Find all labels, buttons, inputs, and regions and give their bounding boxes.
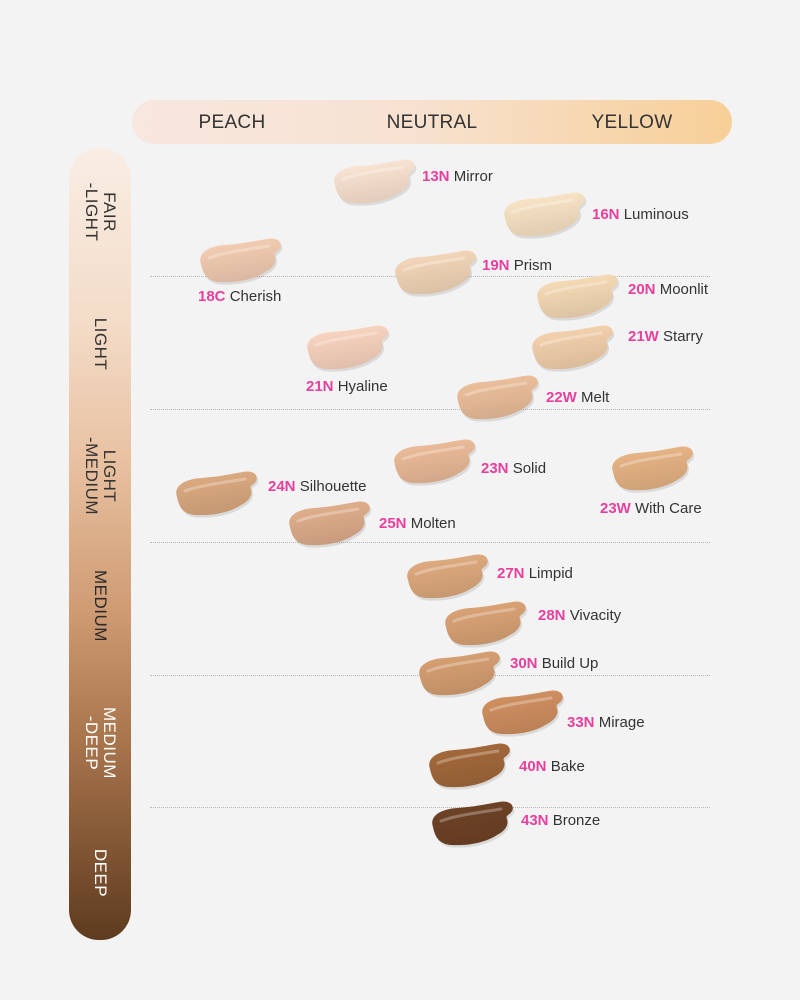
shade-label: 18C Cherish [198, 288, 281, 305]
shade-16n: 16N Luminous [0, 0, 689, 239]
swatch-13n [334, 159, 417, 206]
depth-divider [150, 409, 710, 410]
shade-label: 19N Prism [482, 257, 552, 274]
shade-label: 13N Mirror [422, 168, 493, 185]
shade-label: 23W With Care [600, 500, 702, 517]
shade-28n: 28N Vivacity [0, 0, 621, 648]
shade-code: 23W [600, 500, 631, 517]
shade-label: 21N Hyaline [306, 378, 388, 395]
shade-label: 43N Bronze [521, 812, 600, 829]
depth-divider [150, 807, 710, 808]
shade-code: 24N [268, 478, 296, 495]
shade-label: 22W Melt [546, 389, 609, 406]
shade-label: 24N Silhouette [268, 478, 366, 495]
shade-name: Build Up [541, 655, 599, 672]
shade-25n: 25N Molten [0, 0, 456, 548]
swatch-18c [200, 238, 283, 285]
shade-name: Hyaline [337, 378, 388, 395]
shade-name: Bake [550, 758, 585, 775]
shade-name: Mirage [598, 714, 645, 731]
shade-code: 30N [510, 655, 538, 672]
shade-code: 27N [497, 565, 525, 582]
shade-name: Melt [581, 389, 610, 406]
shade-label: 28N Vivacity [538, 607, 621, 624]
shade-code: 16N [592, 206, 620, 223]
shade-code: 40N [519, 758, 547, 775]
shade-code: 28N [538, 607, 566, 624]
shade-code: 18C [198, 288, 226, 305]
shade-code: 43N [521, 812, 549, 829]
shade-40n: 40N Bake [0, 0, 585, 790]
swatch-20n [537, 274, 620, 321]
shade-code: 25N [379, 515, 407, 532]
shade-code: 33N [567, 714, 595, 731]
shade-23n: 23N Solid [0, 0, 546, 486]
shade-name: Mirror [453, 168, 493, 185]
swatch-22w [457, 375, 540, 422]
swatch-19n [395, 250, 478, 297]
shade-name: Vivacity [569, 607, 622, 624]
shade-27n: 27N Limpid [0, 0, 573, 601]
shade-23w: 23W With Care [0, 0, 702, 517]
swatch-23w [612, 446, 695, 493]
swatch-28n [445, 601, 528, 648]
shade-code: 20N [628, 281, 656, 298]
shade-code: 13N [422, 168, 450, 185]
shade-name: Moonlit [659, 281, 709, 298]
swatch-23n [394, 439, 477, 486]
shade-43n: 43N Bronze [0, 0, 600, 848]
swatch-21n [307, 325, 390, 372]
swatch-30n [419, 651, 502, 698]
shade-label: 20N Moonlit [628, 281, 708, 298]
shade-21w: 21W Starry [0, 0, 703, 372]
swatch-33n [482, 690, 565, 737]
shade-name: Starry [663, 328, 704, 345]
shade-code: 21N [306, 378, 334, 395]
shade-name: Limpid [528, 565, 573, 582]
shade-name: Silhouette [299, 478, 367, 495]
shade-20n: 20N Moonlit [0, 0, 708, 321]
shade-label: 16N Luminous [592, 206, 689, 223]
shade-code: 22W [546, 389, 577, 406]
undertone-label-peach: PEACH [198, 112, 266, 133]
swatch-25n [289, 501, 372, 548]
shade-24n: 24N Silhouette [0, 0, 366, 518]
shade-label: 25N Molten [379, 515, 456, 532]
shade-code: 23N [481, 460, 509, 477]
shade-label: 23N Solid [481, 460, 546, 477]
depth-label-deep: DEEP [91, 848, 110, 898]
undertone-scale-bar: PEACH NEUTRAL YELLOW [132, 100, 732, 144]
shade-label: 33N Mirage [567, 714, 645, 731]
shade-22w: 22W Melt [0, 0, 609, 422]
shade-21n: 21N Hyaline [0, 0, 390, 395]
shade-name: Prism [513, 257, 553, 274]
shade-label: 30N Build Up [510, 655, 598, 672]
shade-label: 40N Bake [519, 758, 585, 775]
shade-code: 19N [482, 257, 510, 274]
undertone-label-yellow: YELLOW [591, 112, 673, 133]
undertone-label-neutral: NEUTRAL [386, 112, 478, 133]
shade-code: 21W [628, 328, 659, 345]
shade-18c: 18C Cherish [0, 0, 283, 305]
depth-scale-bar: FAIR -LIGHT LIGHT LIGHT -MEDIUM MEDIUM M… [69, 148, 131, 940]
shade-label: 21W Starry [628, 328, 703, 345]
shade-name: Molten [410, 515, 456, 532]
swatch-27n [407, 554, 490, 601]
shade-33n: 33N Mirage [0, 0, 645, 737]
shade-name: With Care [635, 500, 702, 517]
shade-label: 27N Limpid [497, 565, 573, 582]
shade-19n: 19N Prism [0, 0, 552, 297]
swatch-43n [432, 801, 515, 848]
shade-name: Luminous [623, 206, 689, 223]
shade-13n: 13N Mirror [0, 0, 493, 206]
swatch-16n [504, 192, 587, 239]
swatch-24n [176, 471, 259, 518]
depth-divider [150, 542, 710, 543]
shade-name: Solid [512, 460, 547, 477]
shade-name: Bronze [552, 812, 601, 829]
shade-name: Cherish [229, 288, 282, 305]
shade-30n: 30N Build Up [0, 0, 598, 698]
swatch-40n [429, 743, 512, 790]
swatch-21w [532, 325, 615, 372]
